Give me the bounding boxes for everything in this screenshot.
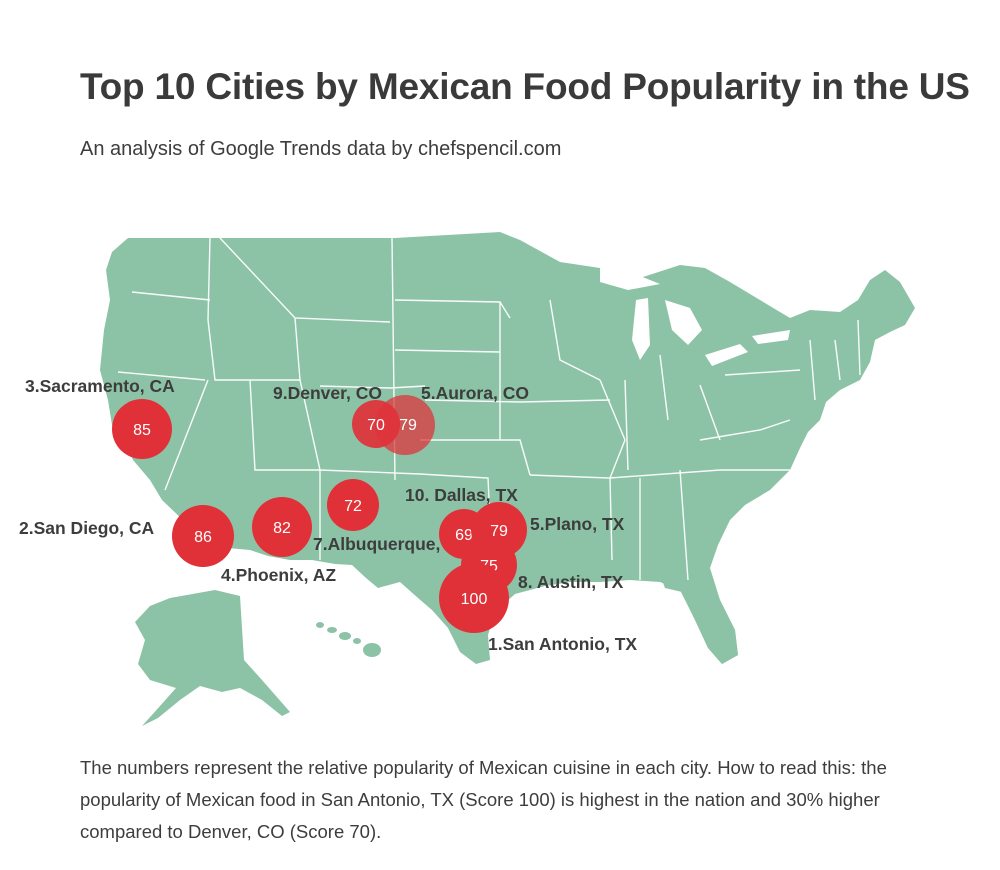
label-denver: 9.Denver, CO bbox=[273, 383, 382, 403]
bubble-albuquerque[interactable] bbox=[327, 479, 379, 531]
city-labels: 3.Sacramento, CA 9.Denver, CO 5.Aurora, … bbox=[19, 376, 637, 654]
us-map: 79 70 85 72 82 86 75 69 79 100 3.Sacrame… bbox=[0, 200, 1000, 740]
bubble-dallas-score: 69 bbox=[455, 527, 473, 544]
bubble-aurora-score: 79 bbox=[399, 417, 417, 434]
bubble-san-antonio[interactable] bbox=[439, 563, 509, 633]
bubble-phoenix[interactable] bbox=[252, 497, 312, 557]
label-san-antonio: 1.San Antonio, TX bbox=[488, 634, 637, 654]
label-aurora: 5.Aurora, CO bbox=[421, 383, 529, 403]
city-bubbles: 79 70 85 72 82 86 75 69 79 100 bbox=[112, 395, 527, 633]
contiguous-us-shape bbox=[100, 232, 915, 664]
great-lakes bbox=[600, 268, 790, 366]
label-austin: 8. Austin, TX bbox=[518, 572, 624, 592]
hawaii-shape bbox=[316, 622, 381, 657]
page-title: Top 10 Cities by Mexican Food Popularity… bbox=[80, 66, 970, 107]
label-sacramento: 3.Sacramento, CA bbox=[25, 376, 175, 396]
bubble-phoenix-score: 82 bbox=[273, 520, 291, 537]
bubble-san-antonio-score: 100 bbox=[461, 591, 488, 608]
bubble-denver-score: 70 bbox=[367, 417, 385, 434]
page-subtitle: An analysis of Google Trends data by che… bbox=[80, 138, 562, 160]
bubble-denver[interactable] bbox=[352, 400, 400, 448]
alaska-shape bbox=[135, 590, 290, 726]
state-borders bbox=[117, 237, 861, 581]
label-albuquerque: 7.Albuquerque, bbox=[313, 534, 440, 554]
bubble-sacramento[interactable] bbox=[112, 399, 172, 459]
label-dallas: 10. Dallas, TX bbox=[405, 485, 518, 505]
bubble-plano-score: 79 bbox=[490, 523, 508, 540]
bubble-san-diego[interactable] bbox=[172, 505, 234, 567]
bubble-sacramento-score: 85 bbox=[133, 422, 151, 439]
label-san-diego: 2.San Diego, CA bbox=[19, 518, 155, 538]
florida-shape bbox=[660, 568, 738, 664]
label-phoenix: 4.Phoenix, AZ bbox=[221, 565, 336, 585]
label-plano: 5.Plano, TX bbox=[530, 514, 625, 534]
bubble-san-diego-score: 86 bbox=[194, 529, 212, 546]
bubble-plano[interactable] bbox=[471, 502, 527, 558]
bubble-albuquerque-score: 72 bbox=[344, 498, 362, 515]
footnote-text: The numbers represent the relative popul… bbox=[80, 757, 887, 842]
